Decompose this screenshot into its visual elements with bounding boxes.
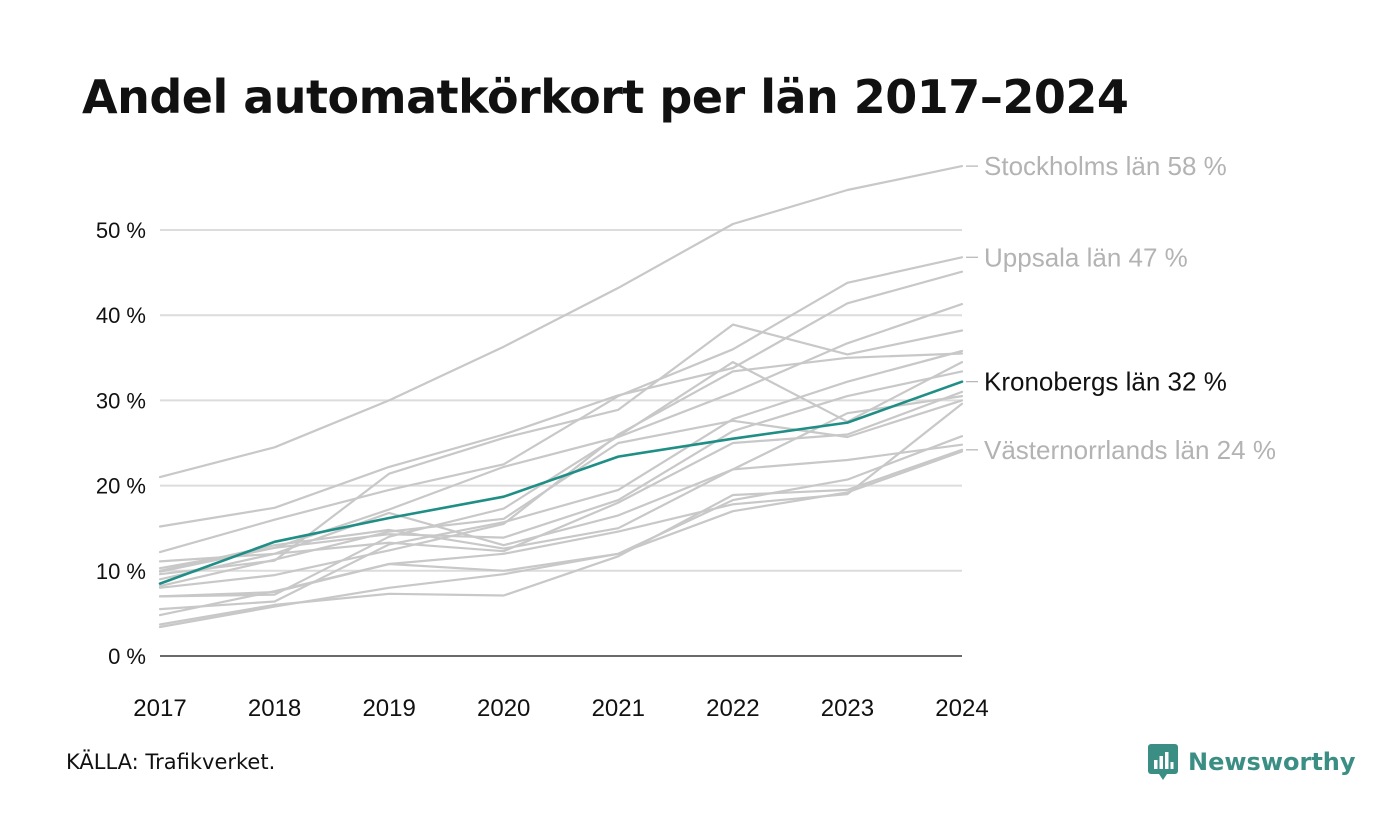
y-tick-label: 10 %	[96, 559, 146, 584]
series-line-15	[158, 435, 964, 617]
x-tick-label: 2018	[248, 695, 301, 722]
y-tick-label: 0 %	[108, 644, 146, 669]
y-tick-label: 50 %	[96, 218, 146, 243]
x-tick-label: 2017	[133, 695, 186, 722]
x-tick-label: 2024	[935, 695, 988, 722]
x-tick-label: 2021	[592, 695, 645, 722]
series-line-8	[158, 361, 964, 598]
highlighted-series-line	[158, 380, 964, 585]
series-line-6	[158, 323, 964, 576]
series-line-5	[158, 303, 964, 570]
chart-title: Andel automatkörkort per län 2017–2024	[82, 70, 1129, 124]
background-series-lines	[158, 165, 964, 629]
series-line-11	[158, 390, 964, 581]
series-end-label: Västernorrlands län 24 %	[984, 435, 1276, 465]
series-end-label: Kronobergs län 32 %	[984, 367, 1227, 397]
x-tick-label: 2020	[477, 695, 530, 722]
series-line-0	[158, 165, 964, 479]
series-line-highlight	[158, 380, 964, 585]
series-line-7	[158, 352, 964, 589]
series-end-labels: Stockholms län 58 % Uppsala län 47 % Krono…	[966, 151, 1276, 465]
series-end-label: Stockholms län 58 %	[984, 151, 1227, 181]
series-line-13	[158, 399, 964, 588]
y-axis-tick-labels: 0 % 10 % 20 % 30 % 40 % 50 %	[96, 218, 146, 669]
x-tick-label: 2023	[821, 695, 874, 722]
x-axis-tick-labels: 2017 2018 2019 2020 2021 2022 2023 2024	[133, 695, 988, 722]
source-note: KÄLLA: Trafikverket.	[66, 750, 276, 774]
brand-logo: Newsworthy	[1148, 744, 1356, 780]
x-tick-label: 2019	[362, 695, 415, 722]
series-line-1	[158, 256, 964, 554]
series-line-10	[158, 370, 964, 573]
series-line-4	[158, 270, 964, 528]
series-line-14	[158, 443, 964, 563]
bar-chart-bubble-icon	[1148, 744, 1178, 780]
x-tick-label: 2022	[706, 695, 759, 722]
brand-name: Newsworthy	[1188, 748, 1356, 776]
series-line-17	[158, 402, 964, 598]
y-tick-label: 30 %	[96, 388, 146, 413]
y-tick-label: 20 %	[96, 474, 146, 499]
series-line-9	[158, 349, 964, 611]
y-tick-label: 40 %	[96, 303, 146, 328]
series-line-12	[158, 395, 964, 572]
series-end-label: Uppsala län 47 %	[984, 242, 1188, 272]
